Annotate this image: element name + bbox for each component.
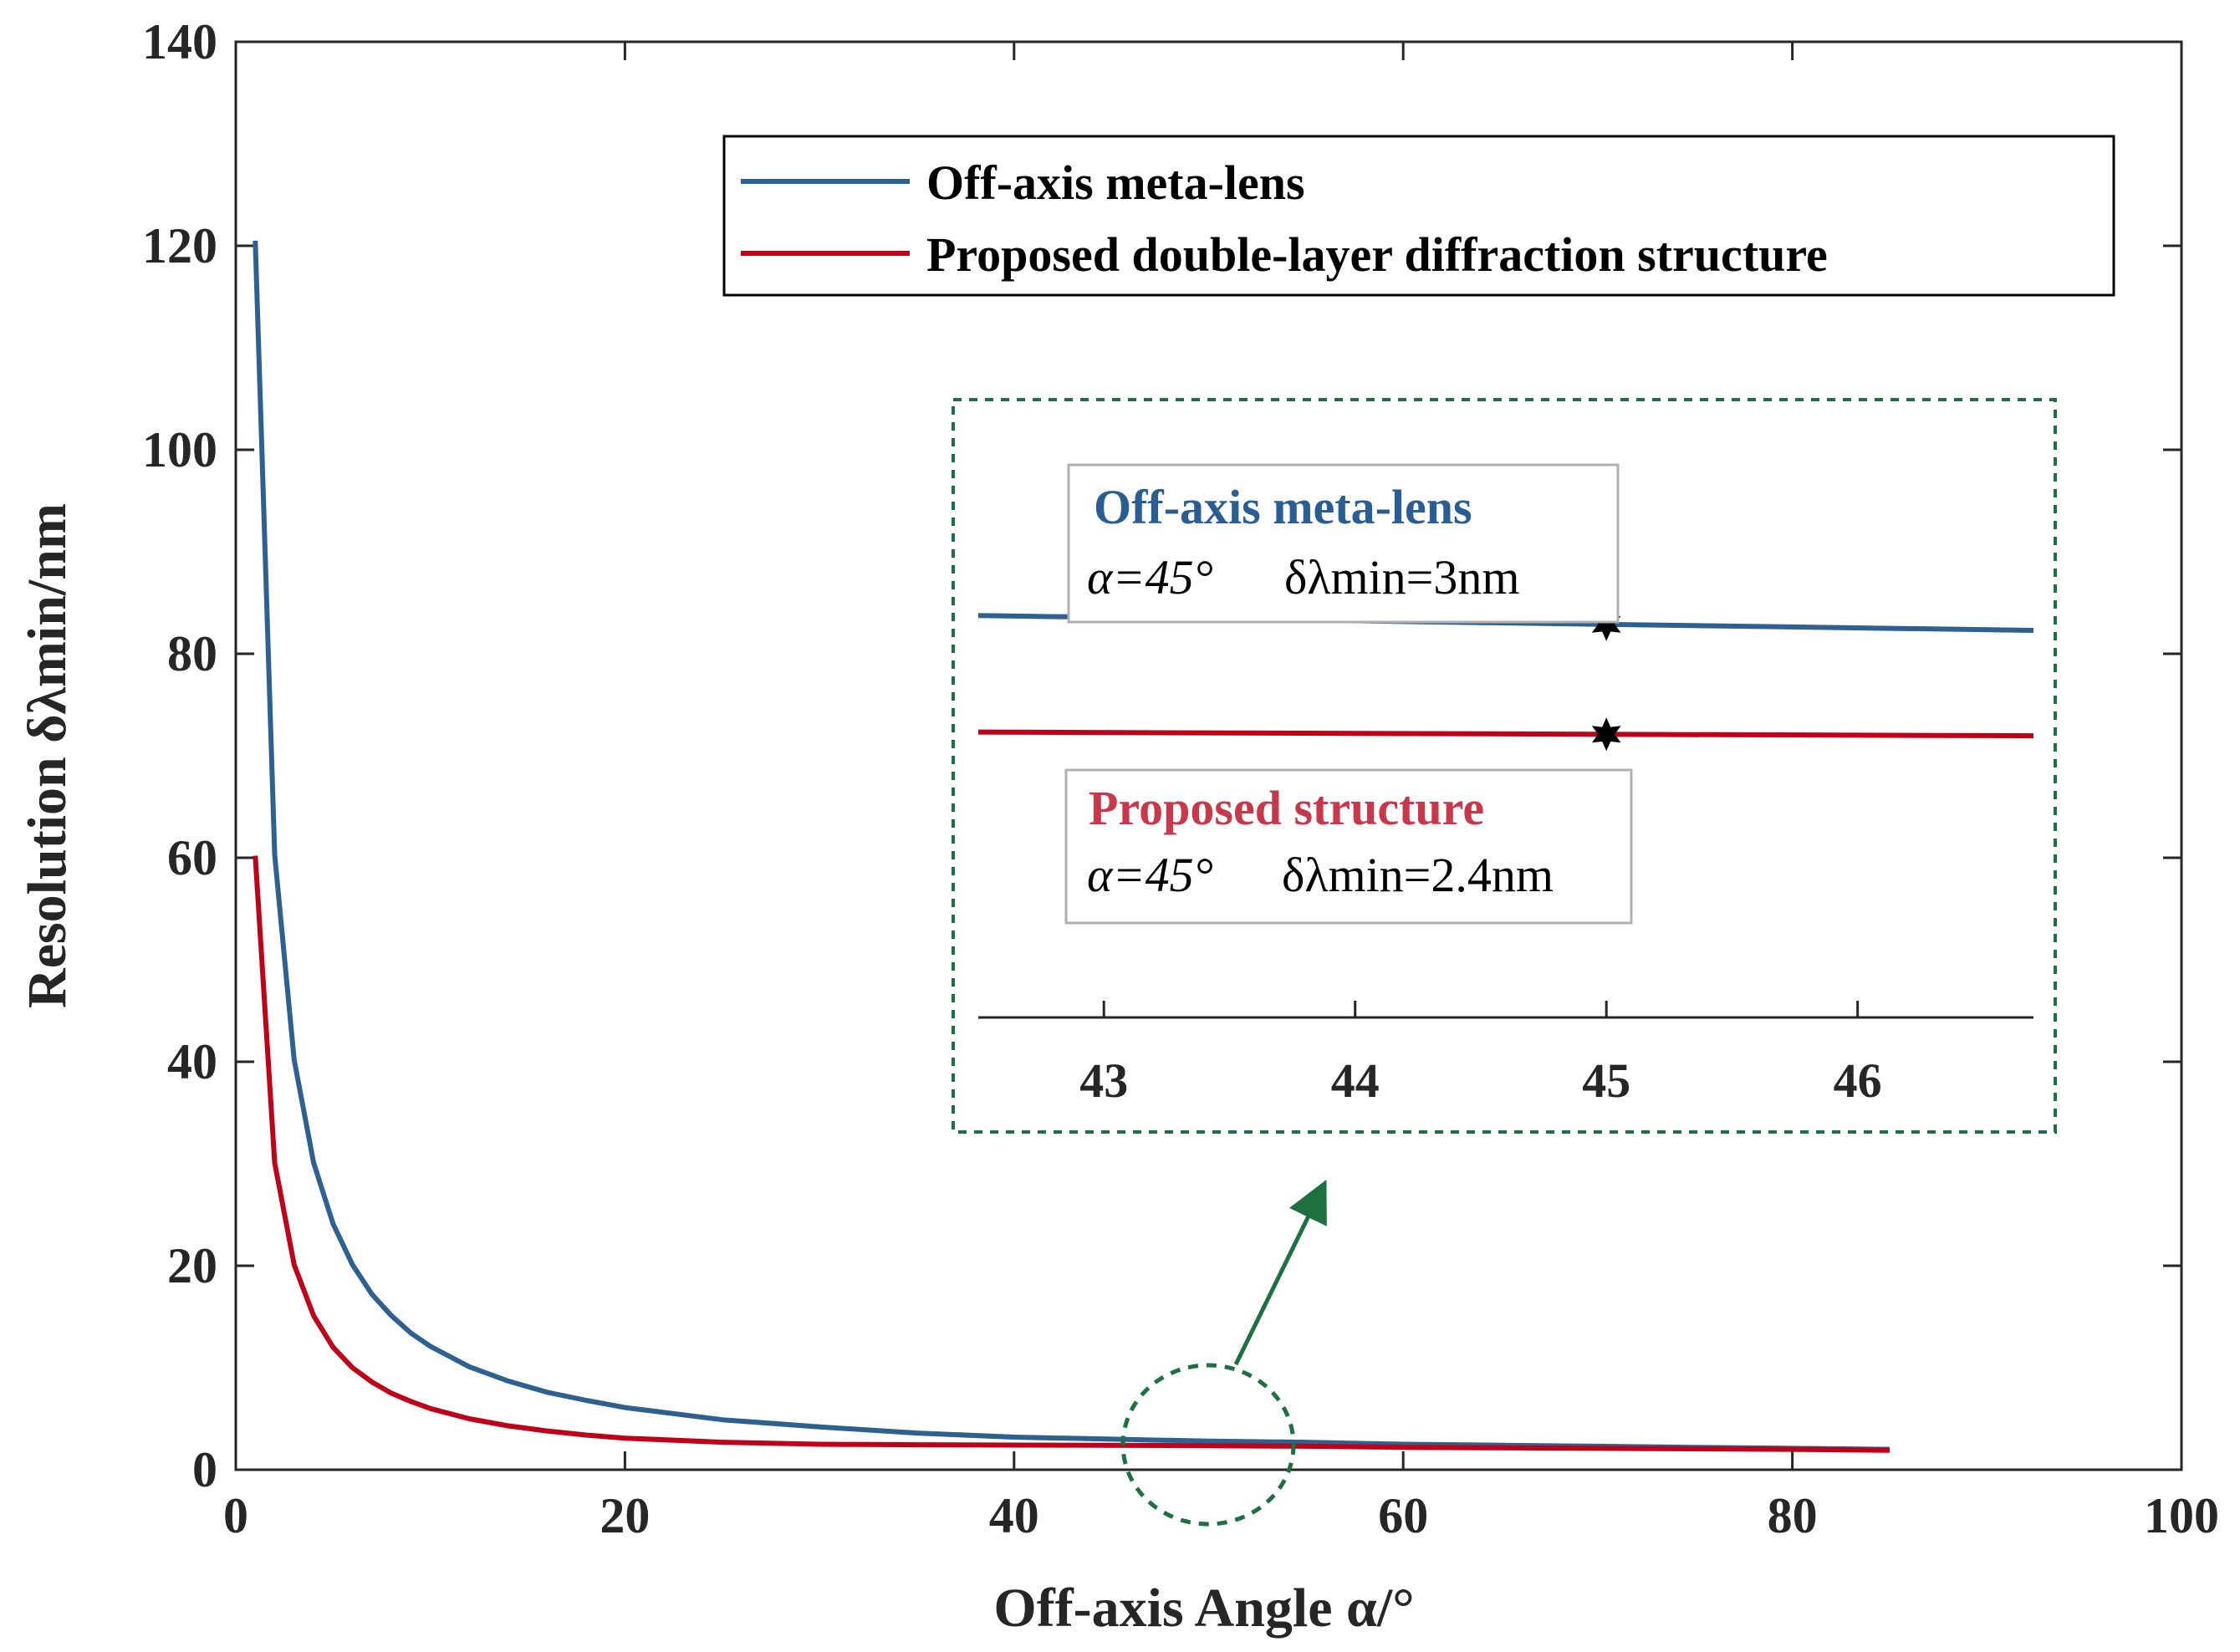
y-tick-label: 40 bbox=[167, 1034, 217, 1089]
annotation-resolution-meta-lens: δλmin=3nm bbox=[1284, 550, 1520, 604]
legend-label-proposed: Proposed double-layer diffraction struct… bbox=[926, 227, 1828, 282]
inset-line-proposed bbox=[977, 729, 2034, 739]
x-tick-label: 80 bbox=[1768, 1488, 1818, 1543]
y-axis-title: Resolution δλmin/nm bbox=[17, 503, 78, 1008]
x-tick-label: 40 bbox=[989, 1488, 1039, 1543]
y-axis-ticks: 0 20 40 60 80 100 120 140 bbox=[142, 14, 2181, 1497]
inset-x-ticks: 43 44 45 46 bbox=[1079, 1001, 1882, 1108]
annotation-box-proposed bbox=[1064, 768, 1633, 925]
annotation-alpha-meta-lens: α=45° bbox=[1087, 550, 1213, 604]
annotation-title-meta-lens: Off-axis meta-lens bbox=[1094, 480, 1472, 534]
x-tick-label: 60 bbox=[1378, 1488, 1428, 1543]
inset-x-tick-label: 44 bbox=[1331, 1053, 1380, 1108]
inset-x-tick-label: 43 bbox=[1079, 1053, 1128, 1108]
x-tick-label: 100 bbox=[2144, 1488, 2219, 1543]
zoom-arrow bbox=[1233, 1180, 1327, 1366]
legend-box bbox=[722, 135, 2115, 297]
annotation-box-meta-lens bbox=[1067, 463, 1620, 624]
inset-marker-proposed bbox=[1591, 717, 1621, 752]
series-line-meta-lens bbox=[253, 240, 1890, 1452]
y-tick-label: 80 bbox=[167, 626, 217, 681]
legend-label-meta-lens: Off-axis meta-lens bbox=[926, 156, 1305, 210]
zoom-region-circle bbox=[1120, 1363, 1296, 1527]
y-tick-label: 140 bbox=[142, 14, 217, 69]
series-line-proposed bbox=[253, 855, 1890, 1453]
y-tick-label: 100 bbox=[142, 422, 217, 477]
annotation-alpha-proposed: α=45° bbox=[1087, 848, 1213, 902]
y-tick-label: 0 bbox=[192, 1442, 217, 1497]
inset: 43 44 45 46 Off-axis meta-lens α=45° δλmin=… bbox=[952, 398, 2057, 1134]
annotation-title-proposed: Proposed structure bbox=[1089, 781, 1484, 835]
inset-x-tick-label: 45 bbox=[1582, 1053, 1630, 1108]
plot-frame bbox=[234, 40, 2183, 1471]
y-tick-label: 20 bbox=[167, 1238, 217, 1293]
x-axis-ticks: 0 20 40 60 80 100 bbox=[223, 42, 2219, 1543]
annotation-resolution-proposed: δλmin=2.4nm bbox=[1282, 848, 1554, 902]
inset-markers bbox=[1591, 607, 1621, 752]
x-tick-label: 20 bbox=[600, 1488, 650, 1543]
x-axis-title: Off-axis Angle α/° bbox=[993, 1578, 1414, 1639]
legend: Off-axis meta-lens Proposed double-layer… bbox=[722, 135, 2115, 297]
inset-x-tick-label: 46 bbox=[1834, 1053, 1882, 1108]
inset-marker-meta-lens bbox=[1591, 607, 1621, 641]
y-tick-label: 60 bbox=[167, 830, 217, 885]
x-tick-label: 0 bbox=[223, 1488, 248, 1543]
series-group bbox=[253, 240, 1890, 1453]
y-tick-label: 120 bbox=[142, 218, 217, 273]
